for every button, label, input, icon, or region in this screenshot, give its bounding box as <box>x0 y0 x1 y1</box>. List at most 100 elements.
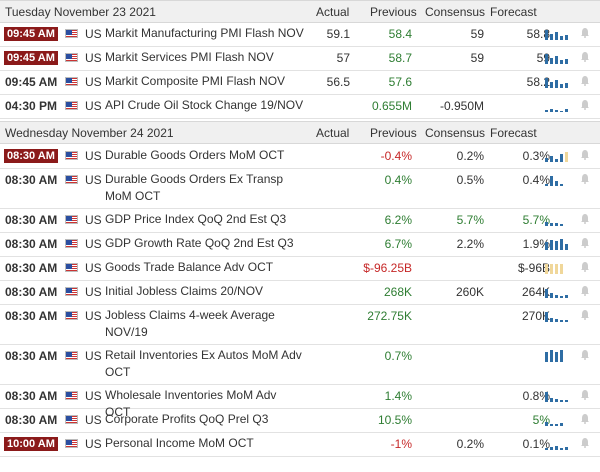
bar-chart-icon[interactable] <box>545 28 571 40</box>
chart-bar <box>555 80 558 88</box>
bell-icon[interactable] <box>580 437 590 448</box>
chart-bar <box>560 320 563 322</box>
event-time: 09:45 AM <box>4 27 58 41</box>
country-code: US <box>85 27 102 41</box>
event-name-link[interactable]: Markit Manufacturing PMI Flash NOV <box>105 26 304 40</box>
previous-value: 58.4 <box>388 27 412 41</box>
bell-icon[interactable] <box>580 213 590 224</box>
chart-bar <box>555 159 558 162</box>
chart-bar <box>565 400 568 402</box>
bar-chart-icon[interactable] <box>545 414 571 426</box>
bar-chart-icon[interactable] <box>545 52 571 64</box>
bell-icon[interactable] <box>580 75 590 86</box>
event-name-link[interactable]: Durable Goods Orders Ex Transp MoM OCT <box>105 172 284 203</box>
chart-bar <box>560 423 563 426</box>
chart-bar <box>545 264 548 274</box>
bell-icon[interactable] <box>580 27 590 38</box>
us-flag-icon <box>65 439 78 448</box>
bar-chart-icon[interactable] <box>545 438 571 450</box>
event-name-link[interactable]: Personal Income MoM OCT <box>105 436 254 450</box>
forecast-value: 58.2 <box>526 75 550 89</box>
event-time: 08:30 AM <box>5 285 58 299</box>
day-header: Wednesday November 24 2021 Actual Previo… <box>0 121 600 144</box>
event-name-link[interactable]: Markit Composite PMI Flash NOV <box>105 74 286 88</box>
chart-bar <box>550 264 553 274</box>
previous-value: 0.4% <box>384 173 412 187</box>
bell-icon[interactable] <box>580 349 590 360</box>
event-time: 08:30 AM <box>5 173 58 187</box>
chart-bar <box>545 242 548 250</box>
calendar-row[interactable]: 08:30 AM US Corporate Profits QoQ Prel Q3 1… <box>0 409 600 433</box>
bar-chart-icon[interactable] <box>545 262 571 274</box>
chart-bar <box>550 223 553 226</box>
previous-value: 0.655M <box>371 99 412 113</box>
calendar-row[interactable]: 09:45 AM US Markit Manufacturing PMI Flash… <box>0 23 600 47</box>
bar-chart-icon[interactable] <box>545 350 571 362</box>
bell-icon[interactable] <box>580 149 590 160</box>
chart-bar <box>545 448 548 450</box>
bar-chart-icon[interactable] <box>545 310 571 322</box>
bell-icon[interactable] <box>580 413 590 424</box>
event-name-link[interactable]: Goods Trade Balance Adv OCT <box>105 260 274 274</box>
chart-bar <box>560 239 563 250</box>
calendar-row[interactable]: 08:30 AM US Jobless Claims 4-week Average … <box>0 305 600 345</box>
calendar-row[interactable]: 08:30 AM US Durable Goods Orders Ex Transp… <box>0 169 600 209</box>
chart-bar <box>545 78 548 88</box>
bar-chart-icon[interactable] <box>545 76 571 88</box>
calendar-row[interactable]: 04:30 PM US API Crude Oil Stock Change 19/… <box>0 95 600 119</box>
calendar-row[interactable]: 08:30 AM US Wholesale Inventories MoM Adv … <box>0 385 600 419</box>
bell-icon[interactable] <box>580 309 590 320</box>
event-name-link[interactable]: Markit Services PMI Flash NOV <box>105 50 274 64</box>
forecast-value: 5.7% <box>522 213 550 227</box>
calendar-row[interactable]: 09:45 AM US Markit Services PMI Flash NOV 5… <box>0 47 600 71</box>
calendar-row[interactable]: 08:30 AM US GDP Growth Rate QoQ 2nd Est Q3… <box>0 233 600 257</box>
calendar-row[interactable]: 08:30 AM US GDP Price Index QoQ 2nd Est Q3… <box>0 209 600 233</box>
calendar-row[interactable]: 08:30 AM US Retail Inventories Ex Autos Mo… <box>0 345 600 385</box>
bar-chart-icon[interactable] <box>545 390 571 402</box>
chart-bar <box>550 447 553 450</box>
calendar-row[interactable]: 09:45 AM US Markit Composite PMI Flash NOV… <box>0 71 600 95</box>
bell-icon[interactable] <box>580 389 590 400</box>
event-name-link[interactable]: API Crude Oil Stock Change 19/NOV <box>105 98 304 112</box>
bar-chart-icon[interactable] <box>545 150 571 162</box>
event-name-link[interactable]: Corporate Profits QoQ Prel Q3 <box>105 412 269 426</box>
calendar-row[interactable]: 08:30 AM US Durable Goods Orders MoM OCT -0… <box>0 145 600 169</box>
bell-icon[interactable] <box>580 173 590 184</box>
us-flag-icon <box>65 239 78 248</box>
event-name-link[interactable]: GDP Price Index QoQ 2nd Est Q3 <box>105 212 287 226</box>
event-name-link[interactable]: Jobless Claims 4-week Average NOV/19 <box>105 308 275 339</box>
event-name-link[interactable]: Durable Goods Orders MoM OCT <box>105 148 285 162</box>
event-name-link[interactable]: Retail Inventories Ex Autos MoM Adv OCT <box>105 348 302 379</box>
bar-chart-icon[interactable] <box>545 100 571 112</box>
col-consensus: Consensus <box>425 126 486 140</box>
event-name-link[interactable]: GDP Growth Rate QoQ 2nd Est Q3 <box>105 236 294 250</box>
event-name-link[interactable]: Initial Jobless Claims 20/NOV <box>105 284 264 298</box>
previous-value: $-96.25B <box>363 261 412 275</box>
bar-chart-icon[interactable] <box>545 238 571 250</box>
bell-icon[interactable] <box>580 285 590 296</box>
chart-bar <box>545 184 548 186</box>
previous-value: 272.75K <box>367 309 412 323</box>
event-name-link[interactable]: Wholesale Inventories MoM Adv OCT <box>105 388 277 419</box>
bar-chart-icon[interactable] <box>545 286 571 298</box>
calendar-row[interactable]: 10:00 AM US Personal Income MoM OCT -1% 0.2%… <box>0 433 600 457</box>
country-code: US <box>85 213 102 227</box>
bell-icon[interactable] <box>580 261 590 272</box>
bell-icon[interactable] <box>580 99 590 110</box>
chart-bar <box>560 350 563 362</box>
bell-icon[interactable] <box>580 237 590 248</box>
calendar-row[interactable]: 08:30 AM US Goods Trade Balance Adv OCT $-9… <box>0 257 600 281</box>
us-flag-icon <box>65 263 78 272</box>
chart-bar <box>560 184 563 186</box>
consensus-value: 0.2% <box>456 437 484 451</box>
bar-chart-icon[interactable] <box>545 214 571 226</box>
calendar-row[interactable]: 08:30 AM US Initial Jobless Claims 20/NOV 2… <box>0 281 600 305</box>
col-previous: Previous <box>370 5 417 19</box>
bell-icon[interactable] <box>580 51 590 62</box>
country-code: US <box>85 261 102 275</box>
chart-bar <box>555 319 558 322</box>
bar-chart-icon[interactable] <box>545 174 571 186</box>
chart-bar <box>545 54 548 64</box>
chart-bar <box>550 109 553 112</box>
forecast-value: 5% <box>532 413 550 427</box>
